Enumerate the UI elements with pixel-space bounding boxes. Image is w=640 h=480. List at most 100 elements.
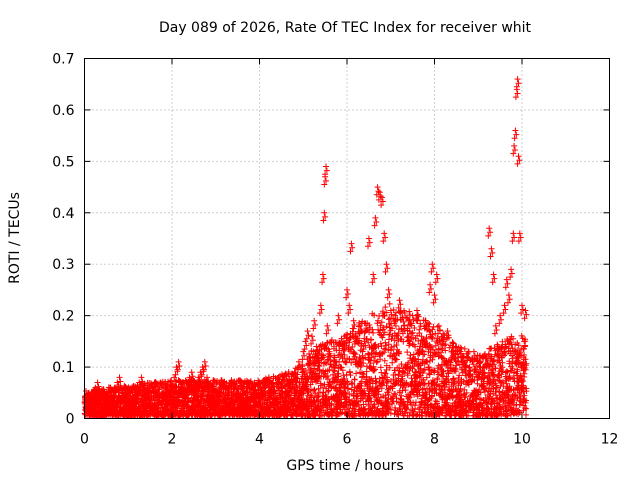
- data-point: [398, 361, 405, 368]
- data-point: [141, 402, 148, 409]
- data-point: [384, 374, 391, 381]
- data-point: [139, 392, 146, 399]
- data-point: [187, 376, 194, 383]
- data-point: [490, 397, 497, 404]
- data-point: [372, 366, 378, 373]
- data-point: [389, 359, 396, 366]
- data-point: [371, 312, 378, 319]
- data-point: [133, 392, 140, 399]
- data-point: [453, 362, 460, 369]
- data-point: [141, 388, 148, 395]
- data-point: [94, 379, 101, 386]
- data-point: [170, 382, 177, 389]
- data-point: [428, 344, 435, 350]
- data-point: [126, 407, 133, 414]
- data-point: [490, 371, 497, 378]
- data-point: [160, 389, 167, 396]
- data-point: [158, 404, 165, 411]
- data-point: [480, 369, 487, 376]
- data-point: [204, 378, 211, 385]
- data-point: [281, 397, 288, 404]
- data-point: [288, 383, 294, 390]
- data-point: [185, 382, 192, 389]
- data-point: [344, 378, 351, 385]
- data-point: [385, 389, 392, 396]
- data-point: [403, 314, 409, 321]
- data-point: [242, 392, 249, 399]
- data-point: [349, 344, 356, 350]
- data-point: [339, 343, 346, 350]
- data-point: [282, 370, 289, 377]
- data-point: [312, 390, 319, 397]
- data-point: [379, 308, 386, 315]
- data-point: [282, 389, 289, 396]
- data-point: [320, 217, 327, 224]
- data-point: [140, 384, 147, 391]
- data-point: [201, 358, 208, 365]
- data-point: [449, 339, 456, 346]
- data-point: [154, 393, 161, 400]
- data-point: [113, 387, 120, 394]
- data-point: [517, 349, 524, 356]
- data-point: [323, 330, 330, 337]
- data-point: [389, 385, 396, 392]
- data-point: [229, 407, 236, 414]
- chart-title: Day 089 of 2026, Rate Of TEC Index for r…: [159, 20, 532, 36]
- data-point: [362, 405, 369, 412]
- data-point: [175, 358, 182, 365]
- data-point: [385, 316, 392, 323]
- data-point: [151, 379, 158, 386]
- data-point: [380, 331, 387, 338]
- data-point: [120, 407, 126, 414]
- data-point: [239, 399, 246, 405]
- data-point: [383, 309, 390, 316]
- data-point: [192, 392, 199, 399]
- data-point: [523, 388, 530, 395]
- data-point: [382, 370, 389, 377]
- data-point: [520, 378, 527, 385]
- data-point: [315, 358, 322, 365]
- data-point: [257, 399, 264, 405]
- data-point: [353, 337, 360, 344]
- data-point: [327, 352, 334, 359]
- data-point: [434, 323, 441, 330]
- data-point: [152, 397, 159, 404]
- data-point: [395, 412, 402, 418]
- data-point: [451, 379, 458, 386]
- data-point: [104, 407, 111, 414]
- data-point: [295, 358, 302, 365]
- data-point: [316, 363, 323, 369]
- data-point: [386, 364, 393, 371]
- data-point: [208, 389, 215, 396]
- data-point: [164, 394, 171, 401]
- data-point: [183, 399, 189, 405]
- data-point: [316, 376, 322, 382]
- data-point: [301, 346, 308, 353]
- data-point: [230, 400, 237, 407]
- data-point: [491, 345, 498, 351]
- data-point: [491, 356, 497, 363]
- data-point: [522, 405, 528, 412]
- data-point: [341, 358, 348, 365]
- data-point: [93, 387, 100, 394]
- data-point: [367, 357, 373, 364]
- data-point: [99, 389, 105, 396]
- data-point: [119, 393, 126, 400]
- data-point: [107, 389, 114, 396]
- data-point: [310, 387, 317, 394]
- data-point: [239, 394, 245, 401]
- data-point: [351, 376, 358, 383]
- data-point: [101, 405, 108, 412]
- data-point: [343, 294, 350, 301]
- data-point: [134, 384, 140, 391]
- data-point: [130, 402, 137, 409]
- data-point: [102, 402, 109, 409]
- data-point: [509, 345, 516, 352]
- data-point: [313, 343, 320, 350]
- data-point: [344, 291, 351, 297]
- data-point: [312, 351, 319, 358]
- data-point: [209, 402, 216, 409]
- data-point: [366, 329, 373, 336]
- data-point: [400, 338, 407, 345]
- data-point: [225, 384, 232, 391]
